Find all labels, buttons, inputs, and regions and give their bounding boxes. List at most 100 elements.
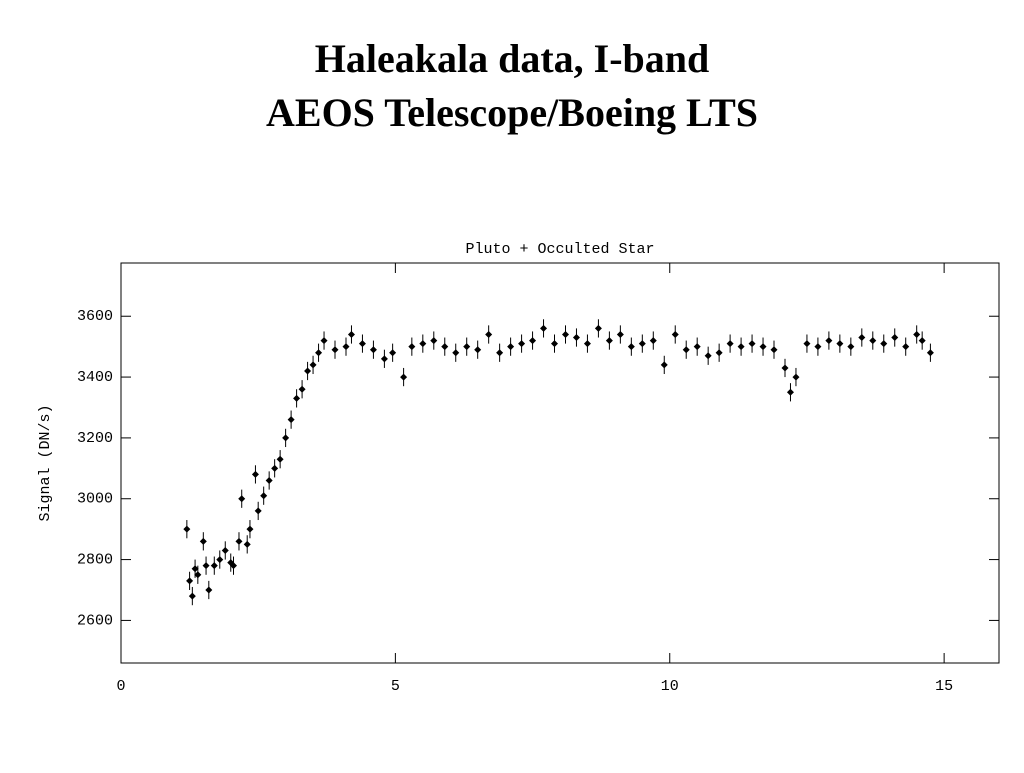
y-tick-label: 3600 <box>77 308 113 325</box>
data-point <box>205 586 213 594</box>
data-point <box>243 540 251 548</box>
data-point <box>880 340 888 348</box>
data-point <box>759 343 767 351</box>
data-point <box>803 340 811 348</box>
data-point <box>320 337 328 345</box>
data-point <box>825 337 833 345</box>
data-point <box>186 577 194 585</box>
data-point <box>221 546 229 554</box>
y-tick-label: 3200 <box>77 430 113 447</box>
data-point <box>474 346 482 354</box>
data-point <box>786 388 794 396</box>
data-point <box>529 337 537 345</box>
x-tick-label: 5 <box>391 678 400 695</box>
data-point <box>293 394 301 402</box>
data-point <box>891 334 899 342</box>
data-point <box>918 337 926 345</box>
data-point <box>748 340 756 348</box>
slide-title: Haleakala data, I-band <box>315 36 710 81</box>
data-point <box>594 324 602 332</box>
data-point <box>704 352 712 360</box>
data-point <box>616 330 624 338</box>
data-point <box>496 349 504 357</box>
data-point <box>627 343 635 351</box>
data-point <box>419 340 427 348</box>
data-point <box>551 340 559 348</box>
data-point <box>408 343 416 351</box>
data-point <box>926 349 934 357</box>
data-point <box>194 571 202 579</box>
y-axis-label: Signal (DN/s) <box>37 404 54 521</box>
data-point <box>246 525 254 533</box>
data-point <box>380 355 388 363</box>
data-point <box>238 495 246 503</box>
data-point <box>605 337 613 345</box>
data-point <box>271 464 279 472</box>
data-point <box>235 537 243 545</box>
data-point <box>430 337 438 345</box>
y-tick-label: 3000 <box>77 491 113 508</box>
data-point <box>199 537 207 545</box>
data-point <box>188 592 196 600</box>
data-point <box>540 324 548 332</box>
data-point <box>770 346 778 354</box>
x-tick-label: 0 <box>116 678 125 695</box>
data-point <box>400 373 408 381</box>
data-point <box>298 385 306 393</box>
data-point <box>485 330 493 338</box>
data-point <box>913 330 921 338</box>
data-point <box>902 343 910 351</box>
data-point <box>814 343 822 351</box>
data-point <box>276 455 284 463</box>
data-point <box>847 343 855 351</box>
data-point <box>331 346 339 354</box>
data-point <box>265 476 273 484</box>
data-point <box>369 346 377 354</box>
data-point <box>583 340 591 348</box>
data-point <box>389 349 397 357</box>
data-point <box>309 361 317 369</box>
data-point <box>452 349 460 357</box>
data-point <box>715 349 723 357</box>
y-tick-label: 3400 <box>77 369 113 386</box>
data-point <box>304 367 312 375</box>
data-point <box>358 340 366 348</box>
data-point <box>216 556 224 564</box>
data-point <box>792 373 800 381</box>
data-point <box>287 416 295 424</box>
data-point <box>507 343 515 351</box>
data-point <box>869 337 877 345</box>
data-point <box>836 340 844 348</box>
y-tick-label: 2800 <box>77 552 113 569</box>
x-tick-label: 15 <box>935 678 953 695</box>
data-point <box>229 562 237 570</box>
data-point <box>781 364 789 372</box>
data-point <box>671 330 679 338</box>
data-point <box>858 334 866 342</box>
data-point <box>561 330 569 338</box>
data-point <box>315 349 323 357</box>
data-point <box>342 343 350 351</box>
data-point <box>518 340 526 348</box>
data-point <box>251 470 259 478</box>
data-point <box>347 330 355 338</box>
data-point <box>638 340 646 348</box>
data-point <box>282 434 290 442</box>
y-tick-label: 2600 <box>77 612 113 629</box>
data-point <box>726 340 734 348</box>
data-point <box>260 492 268 500</box>
data-point <box>660 361 668 369</box>
plot-frame <box>120 262 1000 664</box>
data-point <box>441 343 449 351</box>
data-point <box>737 343 745 351</box>
data-point <box>572 334 580 342</box>
data-point <box>693 343 701 351</box>
data-point <box>210 562 218 570</box>
chart-title: Pluto + Occulted Star <box>465 241 654 258</box>
data-point <box>463 343 471 351</box>
data-point <box>183 525 191 533</box>
data-point <box>649 337 657 345</box>
data-point <box>254 507 262 515</box>
